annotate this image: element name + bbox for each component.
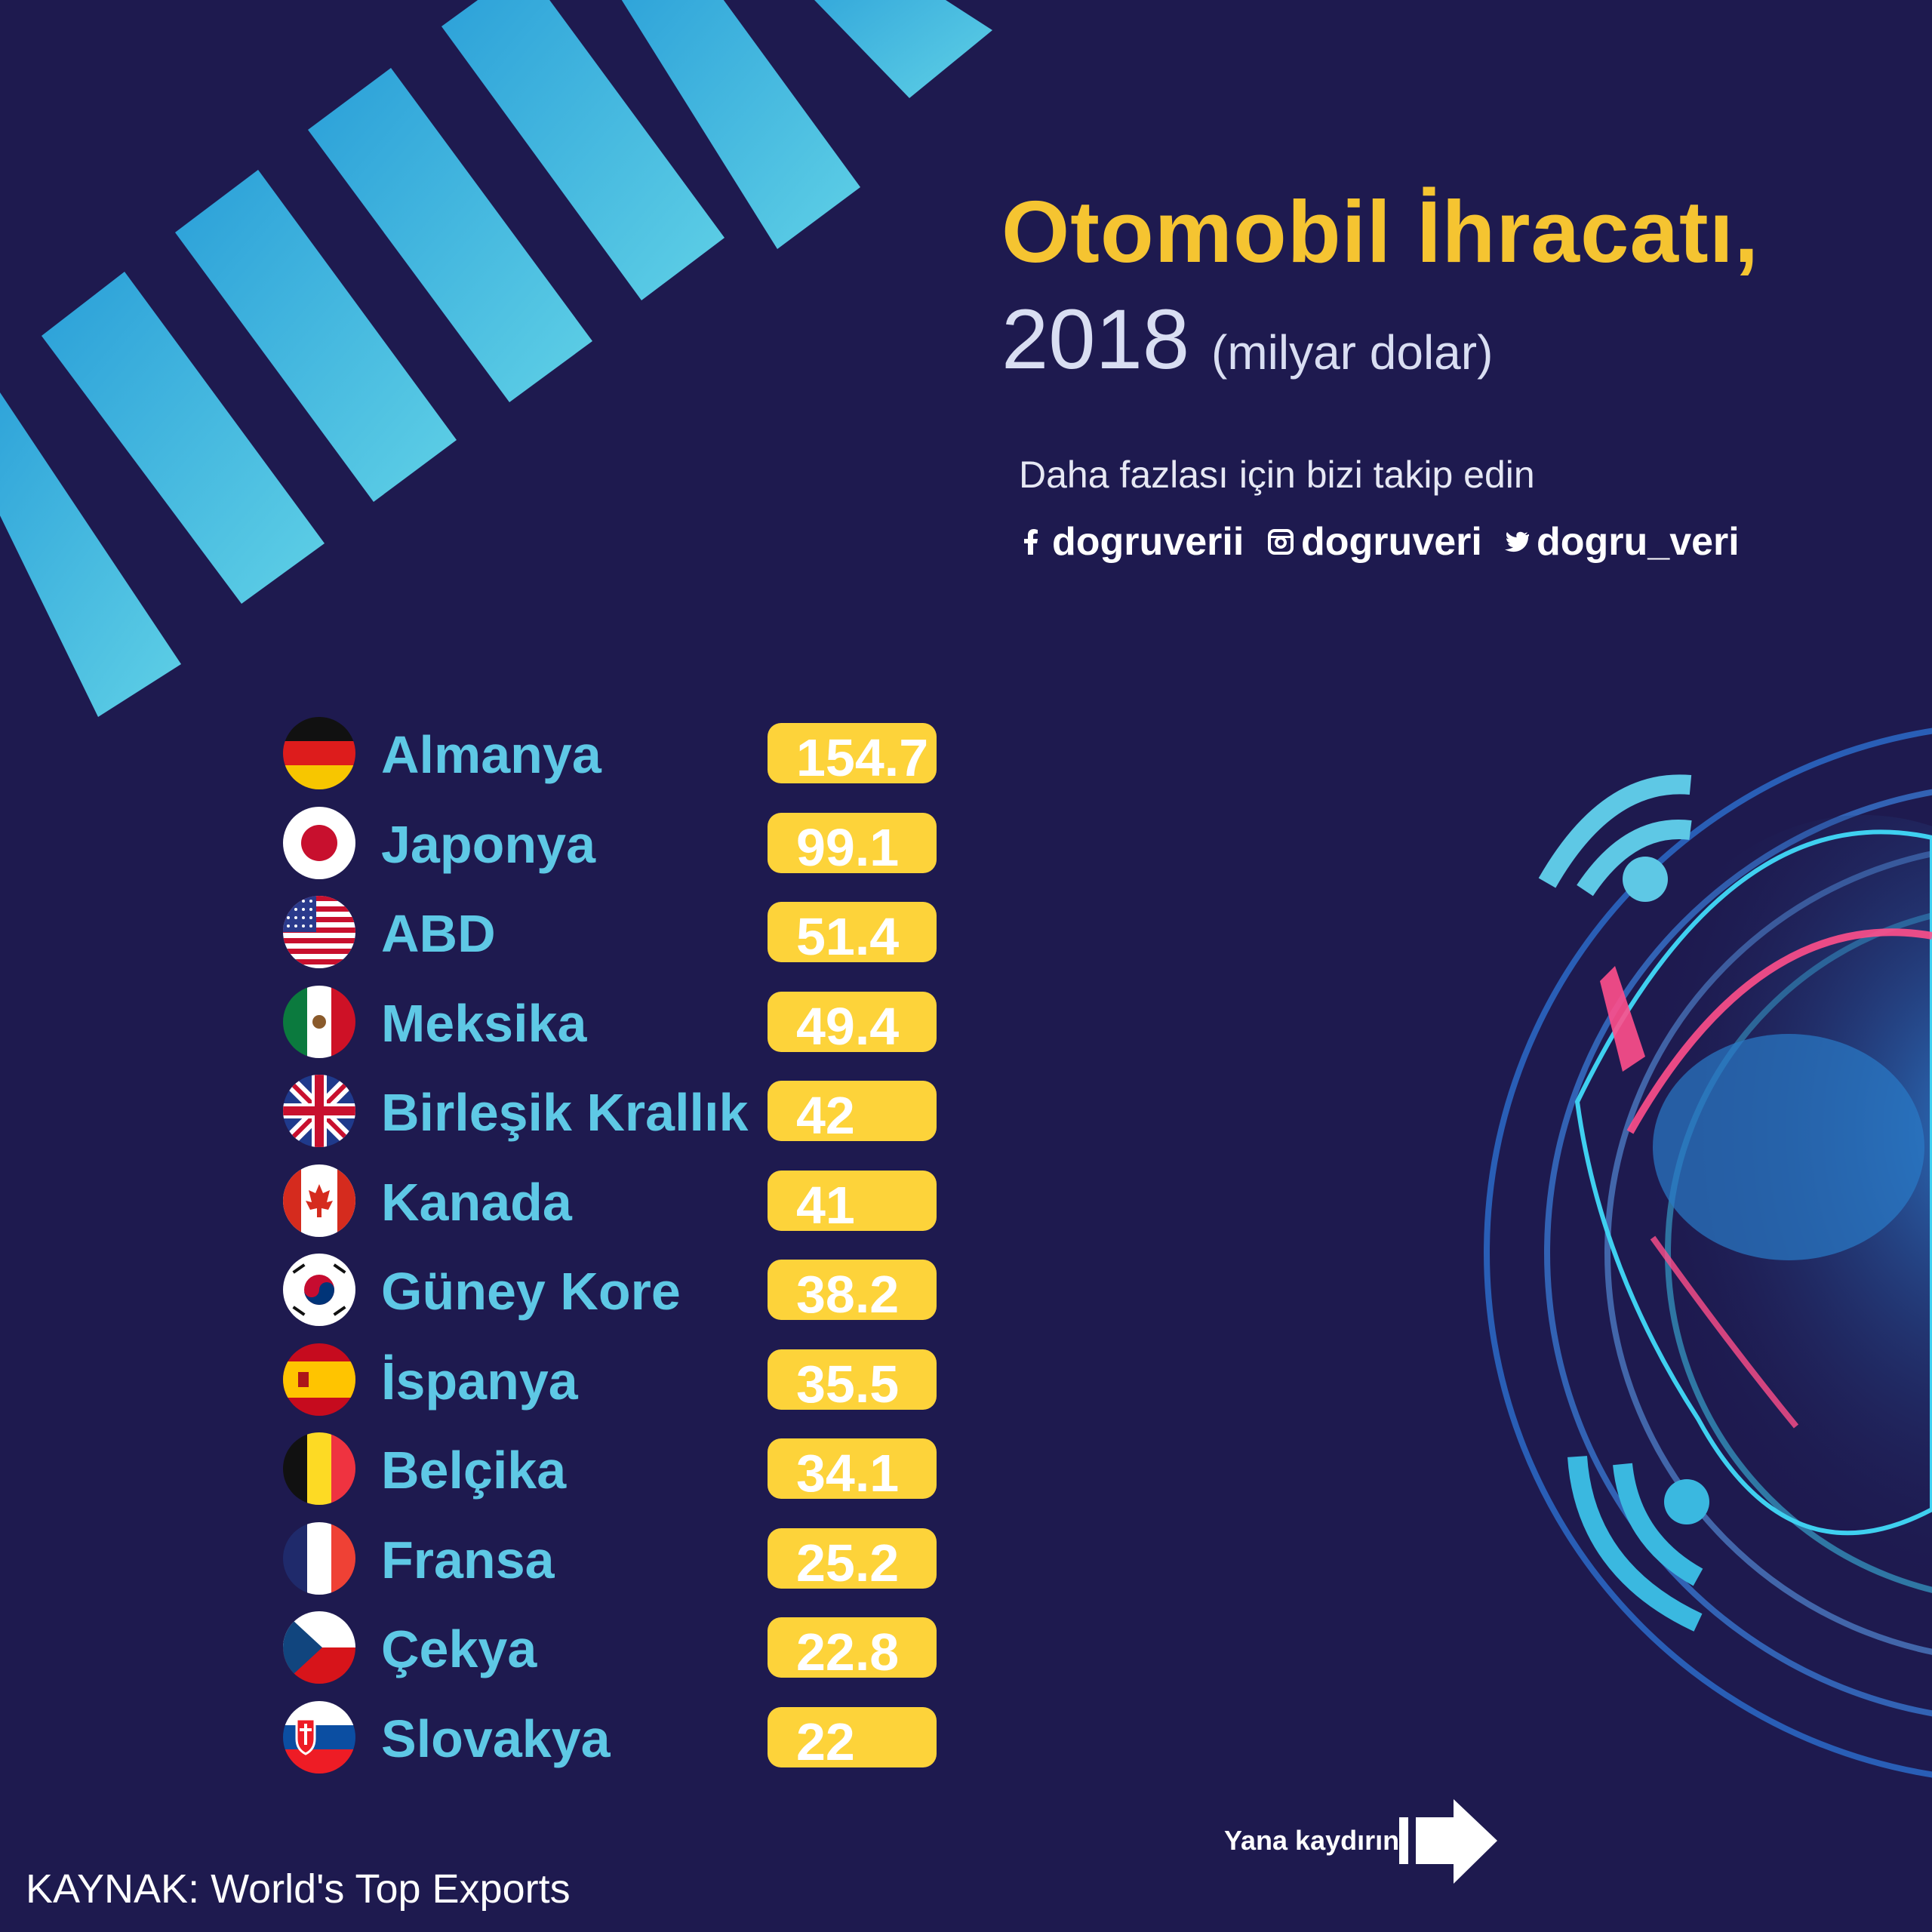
country-label: Güney Kore xyxy=(381,1262,681,1321)
facebook-icon xyxy=(1024,529,1038,555)
value-pill: 99.1 xyxy=(768,812,937,877)
value-label: 38.2 xyxy=(796,1265,900,1324)
value-pill: 49.4 xyxy=(768,991,937,1056)
twitter-icon xyxy=(1505,531,1529,552)
spain-flag-icon xyxy=(283,1343,355,1416)
slovakia-flag-icon xyxy=(283,1700,355,1774)
country-label: Fransa xyxy=(381,1530,555,1589)
country-label: Meksika xyxy=(381,993,587,1053)
france-flag-icon xyxy=(283,1521,355,1595)
decorative-stripes xyxy=(0,0,992,717)
value-pill: 34.1 xyxy=(768,1438,937,1503)
country-label: İspanya xyxy=(381,1351,578,1411)
instagram-handle: dogruveri xyxy=(1301,520,1482,564)
value-pill: 51.4 xyxy=(768,902,937,966)
czechia-flag-icon xyxy=(283,1611,355,1684)
social-twitter[interactable]: dogru_veri xyxy=(1503,519,1740,565)
country-label: Japonya xyxy=(381,814,595,874)
unit-label: (milyar dolar) xyxy=(1211,325,1494,380)
value-label: 99.1 xyxy=(796,817,900,877)
value-label: 25.2 xyxy=(796,1533,900,1592)
social-facebook[interactable]: dogruverii xyxy=(1019,519,1244,565)
value-label: 154.7 xyxy=(796,728,929,787)
country-label: Birleşik Krallık xyxy=(381,1083,749,1142)
social-instagram[interactable]: dogruveri xyxy=(1268,519,1482,565)
swipe-hint: Yana kaydırın xyxy=(1224,1825,1400,1856)
value-pill: 22 xyxy=(768,1706,937,1771)
japan-flag-icon xyxy=(283,806,355,879)
year-label: 2018 xyxy=(1001,292,1190,386)
uk-flag-icon xyxy=(283,1075,355,1147)
page-title: Otomobil İhracatı, xyxy=(1001,183,1760,281)
country-label: Belçika xyxy=(381,1441,567,1500)
twitter-handle: dogru_veri xyxy=(1537,520,1740,564)
value-label: 49.4 xyxy=(796,996,900,1056)
value-label: 51.4 xyxy=(796,907,900,966)
facebook-handle: dogruverii xyxy=(1052,520,1244,564)
value-pill: 42 xyxy=(768,1081,937,1145)
follow-text: Daha fazlası için bizi takip edin xyxy=(1019,454,1535,496)
value-label: 22.8 xyxy=(796,1623,900,1681)
value-label: 41 xyxy=(796,1175,855,1235)
instagram-icon xyxy=(1268,529,1294,555)
mexico-flag-icon xyxy=(283,985,355,1058)
country-label: Kanada xyxy=(381,1172,572,1232)
germany-flag-icon xyxy=(283,717,355,789)
usa-flag-icon xyxy=(283,896,355,968)
value-pill: 35.5 xyxy=(768,1349,937,1414)
value-pill: 41 xyxy=(768,1170,937,1235)
value-pill: 38.2 xyxy=(768,1260,937,1324)
country-label: Almanya xyxy=(381,725,601,784)
value-label: 35.5 xyxy=(796,1354,900,1414)
value-label: 22 xyxy=(796,1712,855,1771)
value-pill: 154.7 xyxy=(768,723,937,787)
south-korea-flag-icon xyxy=(283,1254,355,1326)
belgium-flag-icon xyxy=(283,1432,355,1505)
source-note: KAYNAK: World's Top Exports xyxy=(26,1866,571,1912)
country-label: Slovakya xyxy=(381,1709,611,1768)
value-pill: 25.2 xyxy=(768,1527,937,1592)
canada-flag-icon xyxy=(283,1164,355,1237)
arrow-right-icon[interactable] xyxy=(1396,1796,1502,1887)
value-pill: 22.8 xyxy=(768,1617,937,1681)
country-label: Çekya xyxy=(381,1620,537,1678)
value-label: 42 xyxy=(796,1086,855,1145)
car-illustration xyxy=(1484,728,1932,1778)
value-label: 34.1 xyxy=(796,1444,900,1503)
country-label: ABD xyxy=(381,904,496,963)
